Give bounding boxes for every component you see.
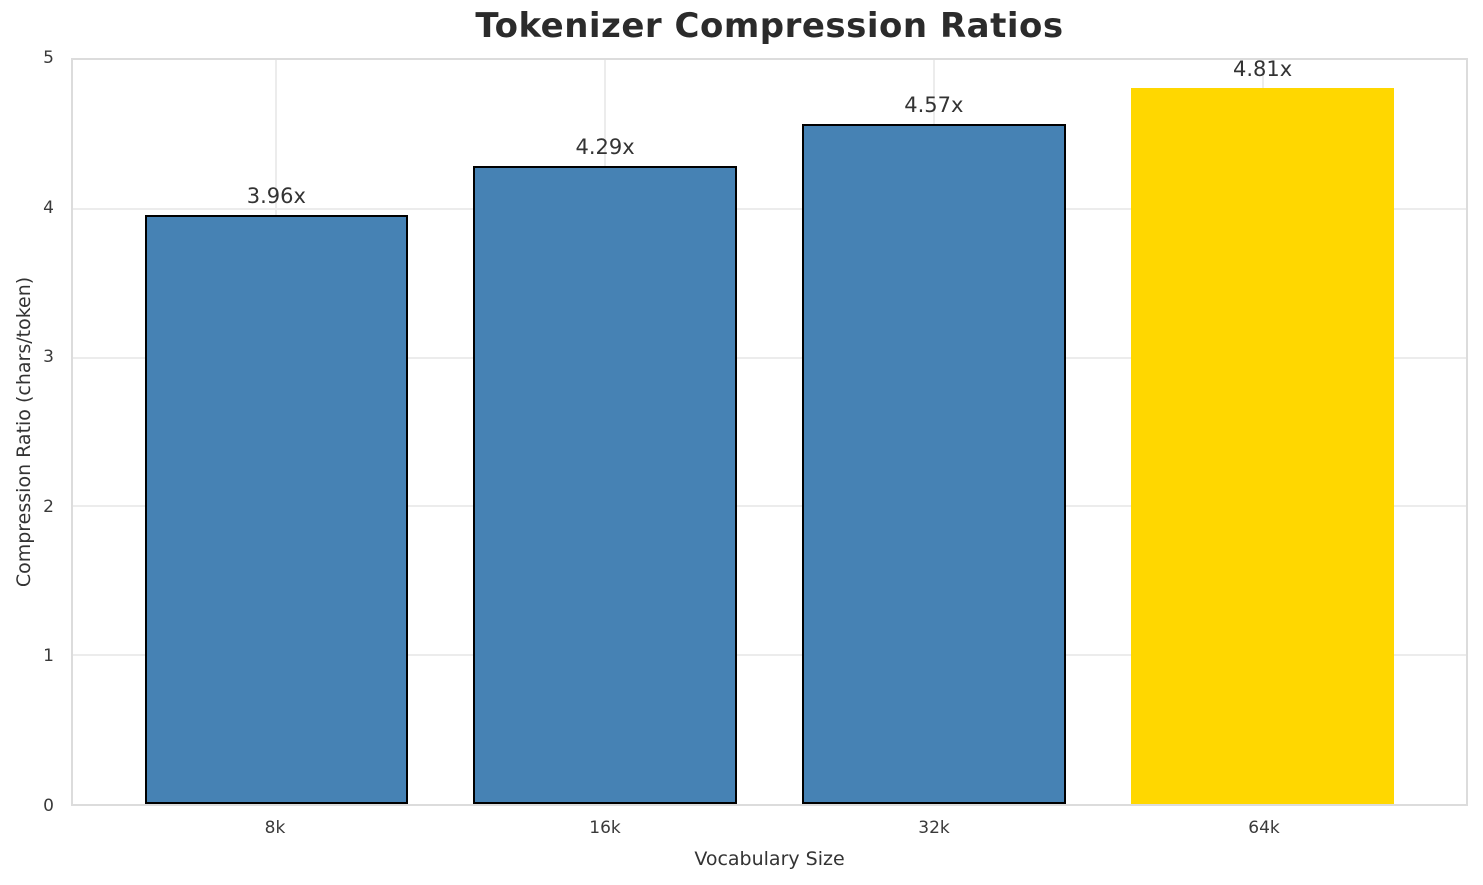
gridline-y-4 (73, 207, 1466, 210)
bar-value-label-8k: 3.96x (246, 183, 306, 208)
y-tick-4: 4 (43, 198, 54, 218)
bar-32k (802, 123, 1066, 804)
gridline-y-3 (73, 356, 1466, 359)
bar-value-label-16k: 4.29x (575, 134, 635, 159)
y-tick-1: 1 (43, 646, 54, 666)
x-tick-32k: 32k (918, 818, 950, 838)
y-tick-0: 0 (43, 796, 54, 816)
y-tick-3: 3 (43, 347, 54, 367)
bar-slot-64k: 4.81x (1130, 57, 1395, 804)
y-tick-5: 5 (43, 48, 54, 68)
x-tick-64k: 64k (1248, 818, 1280, 838)
bar-value-label-32k: 4.57x (904, 92, 964, 117)
x-axis-label: Vocabulary Size (694, 848, 845, 870)
bar-slot-16k: 4.29x (473, 60, 737, 804)
y-axis-label-text: Compression Ratio (chars/token) (13, 276, 36, 588)
x-tick-16k: 16k (589, 818, 621, 838)
gridline-y-1 (73, 654, 1466, 657)
bar-64k (1130, 88, 1395, 804)
plot-area: 3.96x 4.29x 4.57x 4.81x (71, 57, 1468, 806)
bar-slot-8k: 3.96x (144, 60, 408, 804)
bar-slot-32k: 4.57x (802, 60, 1066, 804)
chart-title: Tokenizer Compression Ratios (475, 6, 1064, 46)
y-tick-2: 2 (43, 497, 54, 517)
bar-8k (144, 214, 408, 804)
y-axis-label: Compression Ratio (chars/token) (2, 58, 46, 806)
gridline-y-2 (73, 505, 1466, 508)
x-tick-8k: 8k (264, 818, 286, 838)
bar-value-label-64k: 4.81x (1233, 57, 1293, 82)
bar-16k (473, 165, 737, 804)
